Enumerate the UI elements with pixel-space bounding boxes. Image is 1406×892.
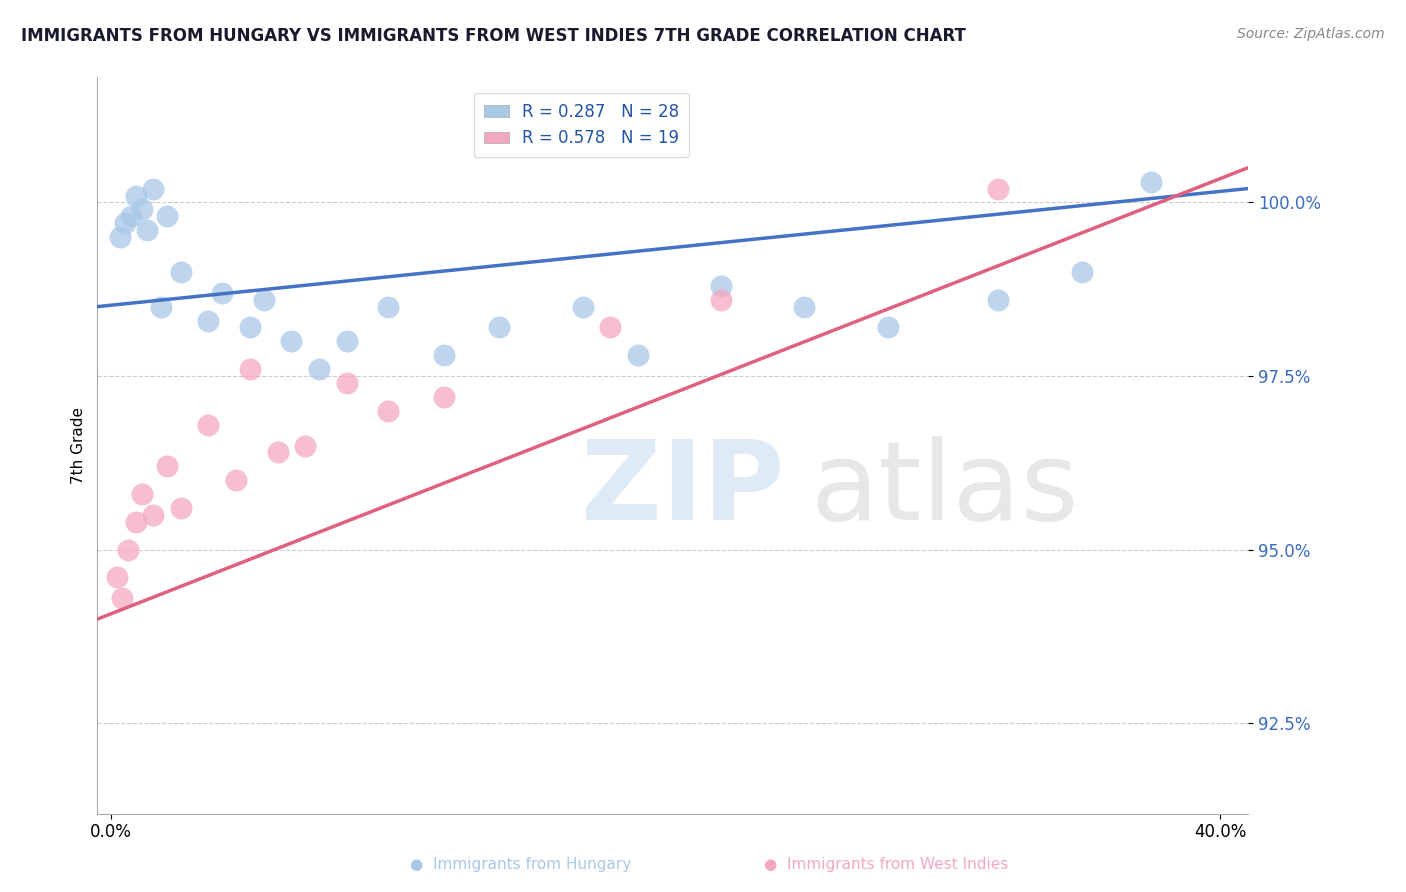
Text: IMMIGRANTS FROM HUNGARY VS IMMIGRANTS FROM WEST INDIES 7TH GRADE CORRELATION CHA: IMMIGRANTS FROM HUNGARY VS IMMIGRANTS FR…: [21, 27, 966, 45]
Point: [876, 320, 898, 334]
Text: ●  Immigrants from West Indies: ● Immigrants from West Indies: [763, 857, 1008, 872]
Point: [169, 501, 191, 516]
Point: [156, 210, 179, 224]
Point: [488, 320, 510, 334]
Point: [710, 293, 733, 307]
Point: [433, 348, 456, 362]
Point: [239, 320, 262, 334]
Point: [136, 223, 159, 237]
Point: [108, 230, 131, 244]
Text: atlas: atlas: [811, 436, 1080, 543]
Point: [1070, 265, 1092, 279]
Point: [150, 300, 173, 314]
Point: [142, 181, 165, 195]
Point: [1140, 175, 1163, 189]
Point: [377, 300, 399, 314]
Point: [336, 376, 359, 390]
Point: [266, 445, 288, 459]
Point: [105, 570, 128, 584]
Text: ●  Immigrants from Hungary: ● Immigrants from Hungary: [409, 857, 631, 872]
Point: [125, 188, 148, 202]
Point: [336, 334, 359, 349]
Point: [117, 542, 139, 557]
Point: [599, 320, 621, 334]
Point: [253, 293, 276, 307]
Point: [710, 278, 733, 293]
Point: [571, 300, 593, 314]
Point: [131, 202, 153, 217]
Point: [111, 591, 134, 606]
Legend: R = 0.287   N = 28, R = 0.578   N = 19: R = 0.287 N = 28, R = 0.578 N = 19: [474, 93, 689, 158]
Point: [377, 404, 399, 418]
Point: [433, 390, 456, 404]
Y-axis label: 7th Grade: 7th Grade: [72, 407, 86, 484]
Point: [142, 508, 165, 522]
Point: [239, 362, 262, 376]
Point: [280, 334, 302, 349]
Point: [987, 181, 1010, 195]
Point: [125, 515, 148, 529]
Point: [987, 293, 1010, 307]
Point: [131, 487, 153, 501]
Point: [197, 313, 219, 327]
Point: [308, 362, 330, 376]
Point: [120, 210, 142, 224]
Point: [169, 265, 191, 279]
Point: [793, 300, 815, 314]
Text: ZIP: ZIP: [581, 436, 785, 543]
Point: [225, 473, 247, 487]
Point: [114, 216, 136, 230]
Point: [197, 417, 219, 432]
Point: [156, 459, 179, 474]
Point: [211, 285, 233, 300]
Point: [627, 348, 650, 362]
Text: Source: ZipAtlas.com: Source: ZipAtlas.com: [1237, 27, 1385, 41]
Point: [294, 438, 316, 452]
